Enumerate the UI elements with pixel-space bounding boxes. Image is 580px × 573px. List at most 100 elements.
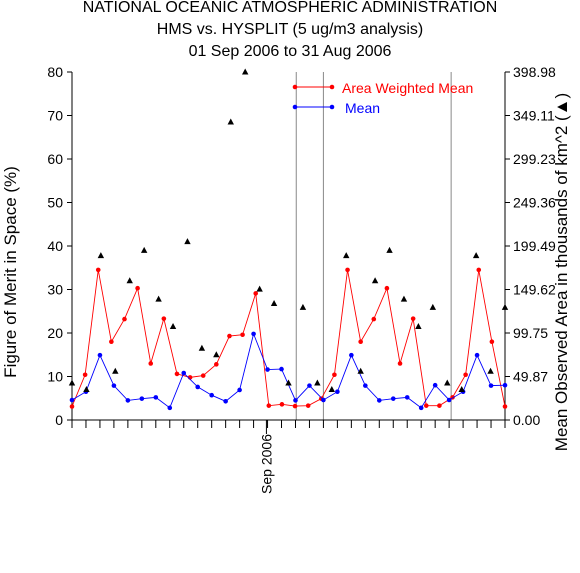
- data-point-mean: [139, 396, 145, 401]
- data-point-observed-area: [184, 238, 191, 245]
- data-point-observed-area: [400, 295, 408, 302]
- data-point-area-weighted-mean: [345, 267, 350, 273]
- data-point-mean: [209, 392, 214, 398]
- data-point-observed-area: [83, 386, 90, 393]
- data-point-observed-area: [314, 379, 321, 386]
- data-point-mean: [418, 405, 424, 411]
- title-line-1: NATIONAL OCEANIC ATMOSPHERIC ADMINISTRAT…: [83, 0, 498, 16]
- data-point-mean: [97, 352, 103, 358]
- y-tick-label: 30: [47, 282, 63, 298]
- data-point-area-weighted-mean: [253, 291, 258, 296]
- y-tick-label: 10: [47, 369, 63, 385]
- data-point-area-weighted-mean: [305, 403, 311, 408]
- y-tick-label: 80: [47, 64, 63, 80]
- chart-title: NATIONAL OCEANIC ATMOSPHERIC ADMINISTRAT…: [83, 0, 498, 60]
- data-point-observed-area: [285, 379, 292, 386]
- data-point-observed-area: [242, 68, 249, 75]
- data-point-mean: [307, 383, 312, 388]
- data-point-observed-area: [169, 322, 177, 329]
- title-line-3: 01 Sep 2006 to 31 Aug 2006: [189, 43, 392, 60]
- data-point-area-weighted-mean: [200, 373, 206, 378]
- data-point-area-weighted-mean: [463, 372, 468, 378]
- data-point-area-weighted-mean: [332, 372, 337, 378]
- data-point-area-weighted-mean: [240, 332, 245, 338]
- data-point-area-weighted-mean: [82, 372, 88, 378]
- data-point-area-weighted-mean: [148, 361, 154, 366]
- data-point-mean: [404, 395, 410, 400]
- data-point-mean: [125, 398, 131, 403]
- data-point-area-weighted-mean: [358, 339, 363, 345]
- data-point-observed-area: [256, 285, 263, 292]
- legend-marker-area-weighted-mean: [329, 84, 335, 90]
- legend-label-area-weighted-mean: Area Weighted Mean: [342, 80, 473, 96]
- data-point-mean: [321, 397, 326, 403]
- data-point-mean: [223, 398, 228, 404]
- legend-marker-area-weighted-mean: [292, 84, 298, 90]
- data-point-area-weighted-mean: [437, 403, 442, 408]
- data-point-mean: [363, 383, 368, 388]
- y2-tick-label: 398.98: [513, 64, 556, 80]
- series-line-mean: [71, 332, 506, 409]
- data-point-observed-area: [299, 303, 307, 310]
- y-tick-label: 20: [47, 325, 63, 341]
- data-point-area-weighted-mean: [279, 402, 285, 407]
- data-point-mean: [111, 383, 117, 388]
- legend-label-mean: Mean: [345, 100, 380, 116]
- data-point-observed-area: [487, 367, 494, 374]
- data-point-observed-area: [155, 295, 162, 302]
- data-point-area-weighted-mean: [384, 285, 390, 291]
- data-point-area-weighted-mean: [214, 362, 219, 367]
- data-point-mean: [335, 389, 340, 395]
- y2-axis-label: Mean Observed Area in thousands of km^2 …: [552, 93, 571, 451]
- y2-tick-label: 249.36: [513, 195, 556, 211]
- data-point-mean: [167, 405, 173, 411]
- data-point-observed-area: [126, 277, 133, 284]
- data-point-mean: [153, 395, 159, 400]
- data-point-mean: [251, 331, 256, 337]
- y2-tick-label: 299.23: [513, 151, 556, 167]
- data-point-area-weighted-mean: [410, 316, 416, 321]
- data-point-area-weighted-mean: [371, 316, 377, 322]
- axes: 0 10 20 30 40 50 60 70 80 0.00 49.87 99.75 149.62 199…: [47, 64, 556, 494]
- y2-tick-label: 149.62: [513, 281, 556, 297]
- data-point-area-weighted-mean: [227, 333, 232, 339]
- y2-tick-label: 99.75: [513, 325, 548, 341]
- data-point-observed-area: [386, 246, 393, 253]
- data-point-mean: [488, 383, 494, 388]
- data-point-area-weighted-mean: [266, 403, 272, 408]
- data-point-observed-area: [198, 344, 206, 351]
- data-point-area-weighted-mean: [502, 404, 508, 409]
- data-point-mean: [279, 366, 284, 372]
- y-tick-label: 50: [47, 195, 63, 211]
- y2-tick-label: 0.00: [513, 412, 540, 428]
- data-point-area-weighted-mean: [161, 316, 167, 321]
- y2-tick-label: 49.87: [513, 369, 548, 385]
- y2-tick-label: 199.49: [513, 238, 556, 254]
- data-point-observed-area: [140, 246, 148, 253]
- data-point-observed-area: [227, 118, 234, 125]
- y-tick-label: 70: [47, 108, 63, 124]
- data-point-area-weighted-mean: [69, 404, 75, 409]
- data-point-mean: [376, 398, 382, 403]
- data-point-mean: [69, 397, 75, 403]
- data-point-area-weighted-mean: [423, 403, 429, 408]
- series-layer: [68, 68, 509, 411]
- data-point-area-weighted-mean: [135, 285, 140, 291]
- legend-marker-mean: [292, 104, 298, 110]
- data-point-area-weighted-mean: [122, 316, 127, 322]
- data-point-mean: [390, 396, 396, 401]
- data-point-observed-area: [97, 252, 105, 259]
- data-point-mean: [195, 384, 201, 390]
- data-point-mean: [446, 397, 452, 403]
- data-point-observed-area: [415, 322, 422, 329]
- divider-lines: [295, 72, 452, 420]
- data-point-area-weighted-mean: [95, 267, 101, 273]
- data-point-area-weighted-mean: [489, 339, 495, 345]
- data-point-observed-area: [270, 299, 278, 306]
- x-tick-label: Sep 2006: [258, 434, 274, 494]
- data-point-mean: [265, 367, 270, 372]
- data-point-observed-area: [213, 351, 220, 358]
- data-point-area-weighted-mean: [174, 371, 180, 377]
- data-point-observed-area: [112, 367, 119, 374]
- data-point-observed-area: [371, 277, 379, 284]
